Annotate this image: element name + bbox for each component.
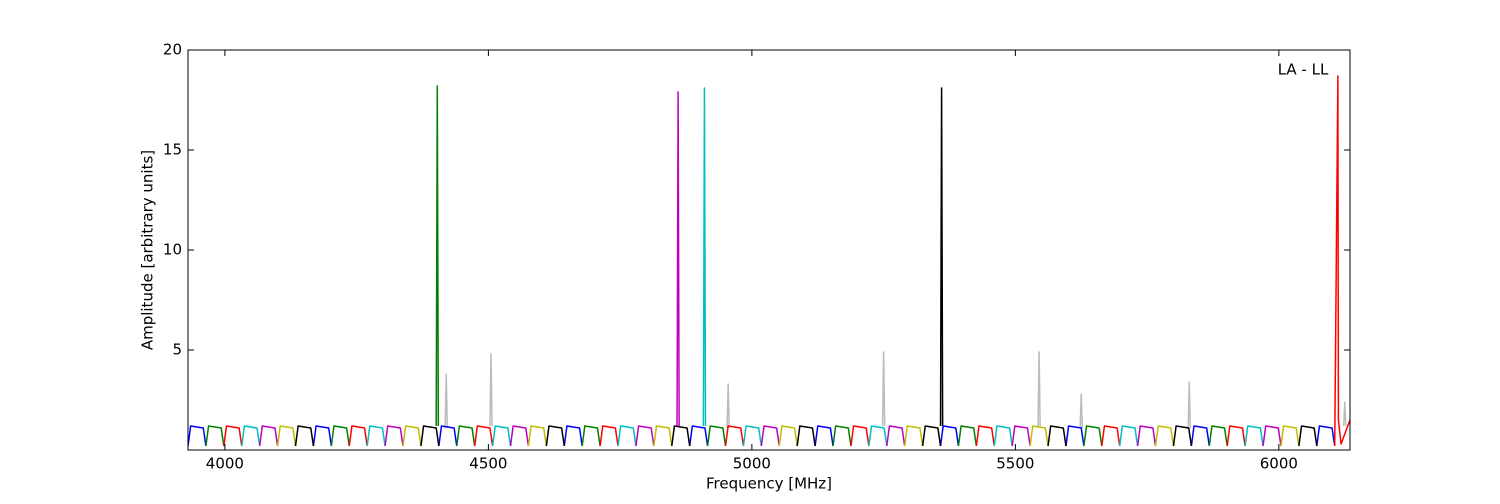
series-line: [435, 85, 440, 427]
series-line: [205, 425, 1228, 447]
series-line: [188, 425, 1336, 447]
x-tick-label: 4500: [469, 455, 507, 473]
series-line: [702, 87, 707, 427]
x-tick-label: 4000: [206, 455, 244, 473]
x-axis-label: Frequency [MHz]: [706, 475, 832, 493]
series-line: [1333, 75, 1350, 447]
plot-area: [188, 75, 1350, 447]
series-line: [294, 425, 1318, 447]
series-line: [223, 425, 1246, 447]
x-tick-label: 5500: [996, 455, 1034, 473]
series-line: [258, 425, 1282, 447]
annotation: LA - LL: [1278, 61, 1329, 79]
series-line: [939, 87, 944, 427]
x-tick-label: 6000: [1260, 455, 1298, 473]
y-tick-label: 5: [172, 341, 182, 359]
y-tick-label: 20: [163, 41, 182, 59]
series-line: [676, 91, 680, 427]
y-axis-label: Amplitude [arbitrary units]: [139, 150, 157, 350]
y-tick-label: 15: [163, 141, 182, 159]
series-line: [276, 425, 1300, 447]
y-tick-label: 10: [163, 241, 182, 259]
x-tick-label: 5000: [733, 455, 771, 473]
series-line: [444, 351, 1347, 429]
series-line: [241, 425, 1264, 447]
